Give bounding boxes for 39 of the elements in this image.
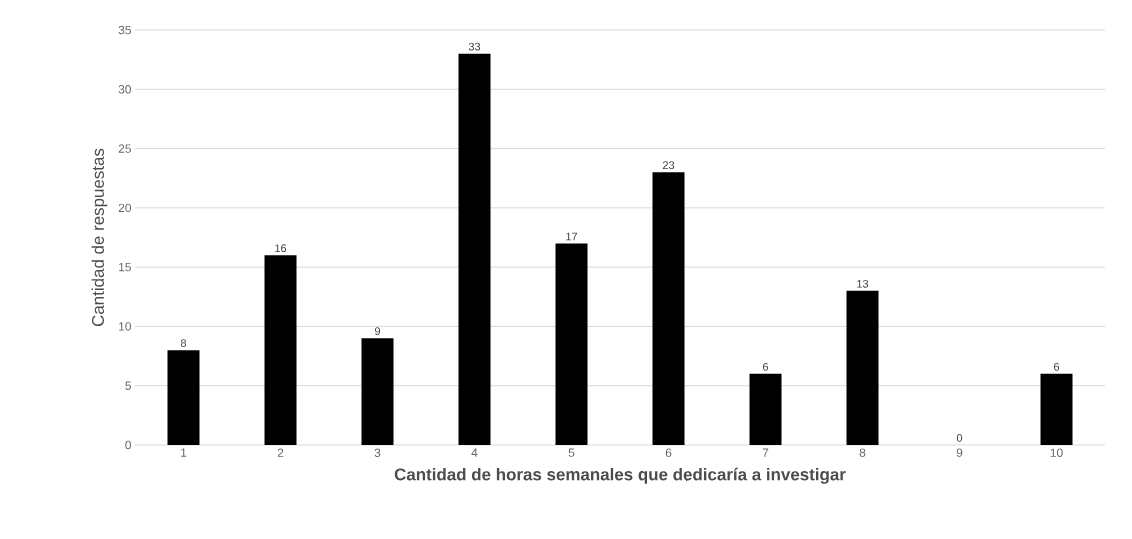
data-label: 23 — [662, 161, 675, 170]
data-label: 9 — [374, 327, 381, 336]
x-axis-title: Cantidad de horas semanales que dedicaría a investigar — [394, 467, 846, 484]
bar — [652, 172, 685, 445]
x-tick-label: 5 — [568, 448, 575, 457]
x-tick-label: 10 — [1050, 448, 1063, 457]
y-tick-label: 30 — [118, 85, 132, 94]
y-tick-label: 10 — [119, 322, 132, 331]
data-label: 6 — [1054, 362, 1060, 371]
y-tick-label: 15 — [119, 262, 131, 272]
y-tick-label: 0 — [125, 440, 132, 450]
data-label: 6 — [763, 362, 769, 371]
bar — [1040, 373, 1073, 445]
bar — [458, 53, 491, 445]
data-label: 8 — [180, 339, 187, 347]
x-tick-label: 9 — [956, 448, 963, 457]
data-label: 17 — [566, 232, 578, 241]
data-label: 13 — [857, 279, 869, 288]
x-tick-label: 8 — [859, 448, 866, 457]
bar — [264, 255, 297, 445]
y-tick-label: 20 — [118, 203, 132, 213]
data-label: 33 — [468, 42, 481, 51]
x-tick-label: 1 — [181, 448, 187, 457]
x-tick-label: 7 — [762, 448, 769, 457]
y-axis-title: Cantidad de respuestas — [91, 148, 108, 327]
data-label: 16 — [275, 244, 287, 253]
bar — [749, 373, 782, 445]
y-tick-label: 25 — [118, 144, 131, 153]
bar — [167, 350, 200, 445]
y-tick-label: 5 — [125, 381, 131, 390]
bar — [361, 338, 394, 445]
y-tick-label: 35 — [118, 25, 131, 35]
bar — [846, 290, 879, 445]
data-label: 0 — [956, 434, 963, 442]
x-tick-label: 4 — [471, 448, 478, 457]
x-tick-label: 6 — [665, 448, 672, 457]
bar — [555, 243, 588, 445]
x-tick-label: 2 — [277, 448, 284, 457]
x-tick-label: 3 — [374, 448, 381, 457]
